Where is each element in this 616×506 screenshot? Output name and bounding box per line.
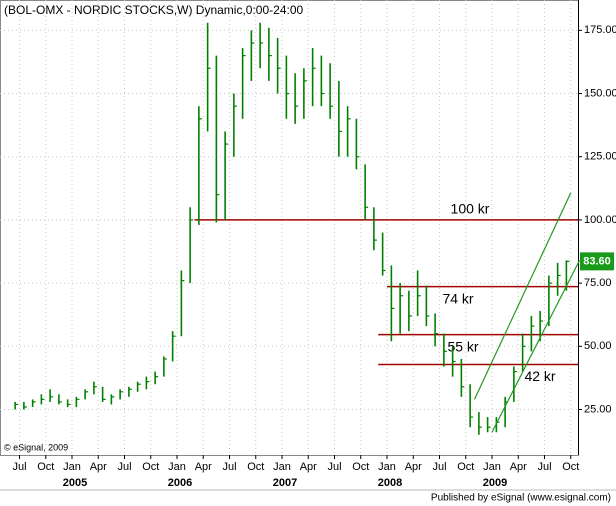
level-label: 42 kr xyxy=(524,368,555,384)
x-tick-label: Oct xyxy=(37,461,54,473)
x-tick-label: Jul xyxy=(537,461,551,473)
channel-line xyxy=(491,260,581,433)
x-tick-label: Apr xyxy=(90,461,107,473)
y-tick-label: 25.00 xyxy=(584,403,612,415)
level-label: 55 kr xyxy=(447,338,478,354)
y-tick-label: 100.00 xyxy=(584,214,616,226)
x-tick-label: Jan xyxy=(168,461,186,473)
chart-title: (BOL-OMX - NORDIC STOCKS,W) Dynamic,0:00… xyxy=(4,3,304,17)
level-label: 74 kr xyxy=(442,290,473,306)
x-tick-label: Apr xyxy=(300,461,317,473)
x-tick-label: Oct xyxy=(457,461,474,473)
copyright: © eSignal, 2009 xyxy=(4,442,68,452)
y-tick-label: 50.00 xyxy=(584,340,612,352)
last-price-tag xyxy=(580,252,614,271)
year-label: 2008 xyxy=(378,477,402,489)
year-label: 2005 xyxy=(63,477,87,489)
x-tick-label: Jul xyxy=(12,461,26,473)
year-label: 2006 xyxy=(168,477,192,489)
year-label: 2007 xyxy=(273,477,297,489)
channel-line xyxy=(473,192,572,400)
y-tick-label: 150.00 xyxy=(584,87,616,99)
y-tick-label: 175.00 xyxy=(584,24,616,36)
x-tick-label: Jan xyxy=(483,461,501,473)
y-tick-label: 75.00 xyxy=(584,277,612,289)
x-tick-label: Jan xyxy=(378,461,396,473)
footer: Published by eSignal (www.esignal.com) xyxy=(431,493,611,504)
x-tick-label: Jan xyxy=(63,461,81,473)
x-tick-label: Jul xyxy=(222,461,236,473)
last-price-label: 83.60 xyxy=(583,255,611,267)
year-label: 2009 xyxy=(483,477,507,489)
x-tick-label: Oct xyxy=(247,461,264,473)
y-tick-label: 125.00 xyxy=(584,151,616,163)
x-tick-label: Jan xyxy=(273,461,291,473)
x-tick-label: Jul xyxy=(432,461,446,473)
level-label: 100 kr xyxy=(451,201,490,217)
x-tick-label: Apr xyxy=(405,461,422,473)
x-tick-label: Apr xyxy=(510,461,527,473)
x-tick-label: Oct xyxy=(352,461,369,473)
x-tick-label: Jul xyxy=(117,461,131,473)
x-tick-label: Apr xyxy=(195,461,212,473)
x-tick-label: Oct xyxy=(142,461,159,473)
x-tick-label: Jul xyxy=(327,461,341,473)
x-tick-label: Oct xyxy=(562,461,579,473)
